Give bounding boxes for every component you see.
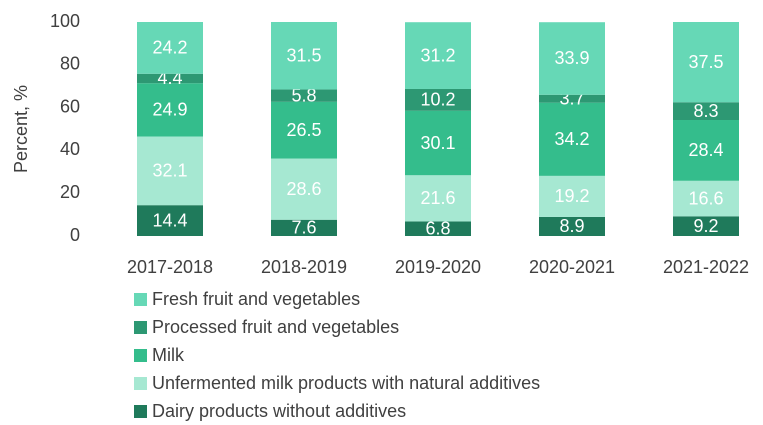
data-label: 26.5 bbox=[286, 120, 321, 140]
y-axis-label: Percent, % bbox=[11, 85, 31, 173]
y-tick-label: 20 bbox=[60, 182, 80, 202]
data-label: 33.9 bbox=[554, 48, 589, 68]
x-tick-label: 2021-2022 bbox=[663, 257, 749, 277]
x-tick-label: 2017-2018 bbox=[127, 257, 213, 277]
bar-segment bbox=[673, 180, 739, 217]
data-label: 10.2 bbox=[420, 90, 455, 110]
data-label: 6.8 bbox=[425, 218, 450, 238]
y-tick-label: 80 bbox=[60, 54, 80, 74]
data-label: 5.8 bbox=[291, 85, 316, 105]
legend-swatch bbox=[134, 405, 147, 418]
y-tick-label: 100 bbox=[50, 11, 80, 31]
bar-segment bbox=[271, 89, 337, 102]
legend-label: Fresh fruit and vegetables bbox=[152, 289, 360, 309]
data-label: 14.4 bbox=[152, 210, 187, 230]
bar-segment bbox=[271, 22, 337, 90]
bar-segment bbox=[405, 22, 471, 89]
data-label: 31.5 bbox=[286, 45, 321, 65]
data-label: 30.1 bbox=[420, 133, 455, 153]
bar-segment bbox=[539, 175, 605, 217]
legend-swatch bbox=[134, 349, 147, 362]
bar-segment bbox=[271, 219, 337, 236]
bar-segment bbox=[539, 94, 605, 103]
data-label: 34.2 bbox=[554, 129, 589, 149]
y-tick-label: 60 bbox=[60, 96, 80, 116]
bar-segment bbox=[673, 22, 739, 103]
data-label: 24.9 bbox=[152, 100, 187, 120]
bar-segment bbox=[137, 73, 203, 84]
bar-segment bbox=[405, 221, 471, 236]
legend-label: Processed fruit and vegetables bbox=[152, 317, 399, 337]
bar-segment bbox=[673, 102, 739, 121]
data-label: 21.6 bbox=[420, 188, 455, 208]
bar-segment bbox=[673, 120, 739, 181]
bar-segment bbox=[271, 158, 337, 220]
legend-label: Milk bbox=[152, 345, 185, 365]
legend-label: Dairy products without additives bbox=[152, 401, 406, 421]
data-label: 32.1 bbox=[152, 161, 187, 181]
data-label: 28.6 bbox=[286, 179, 321, 199]
bar-segment bbox=[673, 216, 739, 236]
legend-swatch bbox=[134, 293, 147, 306]
bar-segment bbox=[539, 216, 605, 236]
data-label: 9.2 bbox=[693, 216, 718, 236]
data-label: 8.9 bbox=[559, 216, 584, 236]
legend-swatch bbox=[134, 377, 147, 390]
bar-segment bbox=[137, 83, 203, 137]
data-label: 28.4 bbox=[688, 140, 723, 160]
data-label: 16.6 bbox=[688, 188, 723, 208]
data-label: 37.5 bbox=[688, 52, 723, 72]
legend-swatch bbox=[134, 321, 147, 334]
y-tick-label: 0 bbox=[70, 225, 80, 245]
x-tick-label: 2020-2021 bbox=[529, 257, 615, 277]
bar-segment bbox=[137, 205, 203, 236]
legend-label: Unfermented milk products with natural a… bbox=[152, 373, 540, 393]
bar-segment bbox=[539, 102, 605, 176]
bar-segment bbox=[405, 175, 471, 222]
bar-segment bbox=[539, 22, 605, 95]
x-tick-label: 2018-2019 bbox=[261, 257, 347, 277]
bar-segment bbox=[137, 22, 203, 74]
bar-segment bbox=[405, 88, 471, 111]
data-label: 31.2 bbox=[420, 45, 455, 65]
bar-segment bbox=[405, 110, 471, 176]
y-tick-label: 40 bbox=[60, 139, 80, 159]
data-label: 8.3 bbox=[693, 101, 718, 121]
data-label: 24.2 bbox=[152, 38, 187, 58]
bar-segment bbox=[271, 101, 337, 159]
data-label: 19.2 bbox=[554, 186, 589, 206]
x-tick-label: 2019-2020 bbox=[395, 257, 481, 277]
data-label: 7.6 bbox=[291, 218, 316, 238]
bar-segment bbox=[137, 136, 203, 206]
